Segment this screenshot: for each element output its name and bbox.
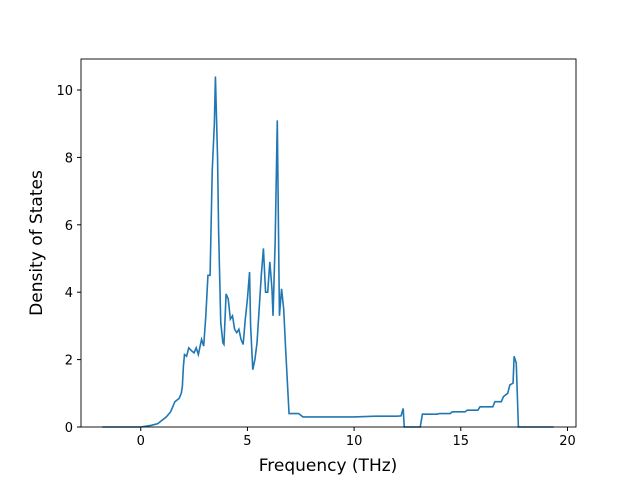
data-line	[102, 76, 554, 428]
y-tick-label: 10	[56, 84, 73, 99]
y-tick-label: 4	[65, 286, 73, 301]
x-tick-label: 0	[137, 434, 145, 449]
y-tick-label: 2	[65, 354, 73, 369]
x-tick-label: 10	[346, 434, 363, 449]
y-tick-label: 8	[65, 151, 73, 166]
plot-frame	[80, 58, 577, 428]
x-tick-label: 20	[559, 434, 576, 449]
x-tick-label: 5	[243, 434, 251, 449]
y-tick-label: 0	[65, 421, 73, 436]
x-axis-label: Frequency (THz)	[259, 456, 398, 476]
y-tick-label: 6	[65, 219, 73, 234]
x-tick-label: 15	[453, 434, 470, 449]
y-axis-label: Density of States	[27, 170, 47, 316]
